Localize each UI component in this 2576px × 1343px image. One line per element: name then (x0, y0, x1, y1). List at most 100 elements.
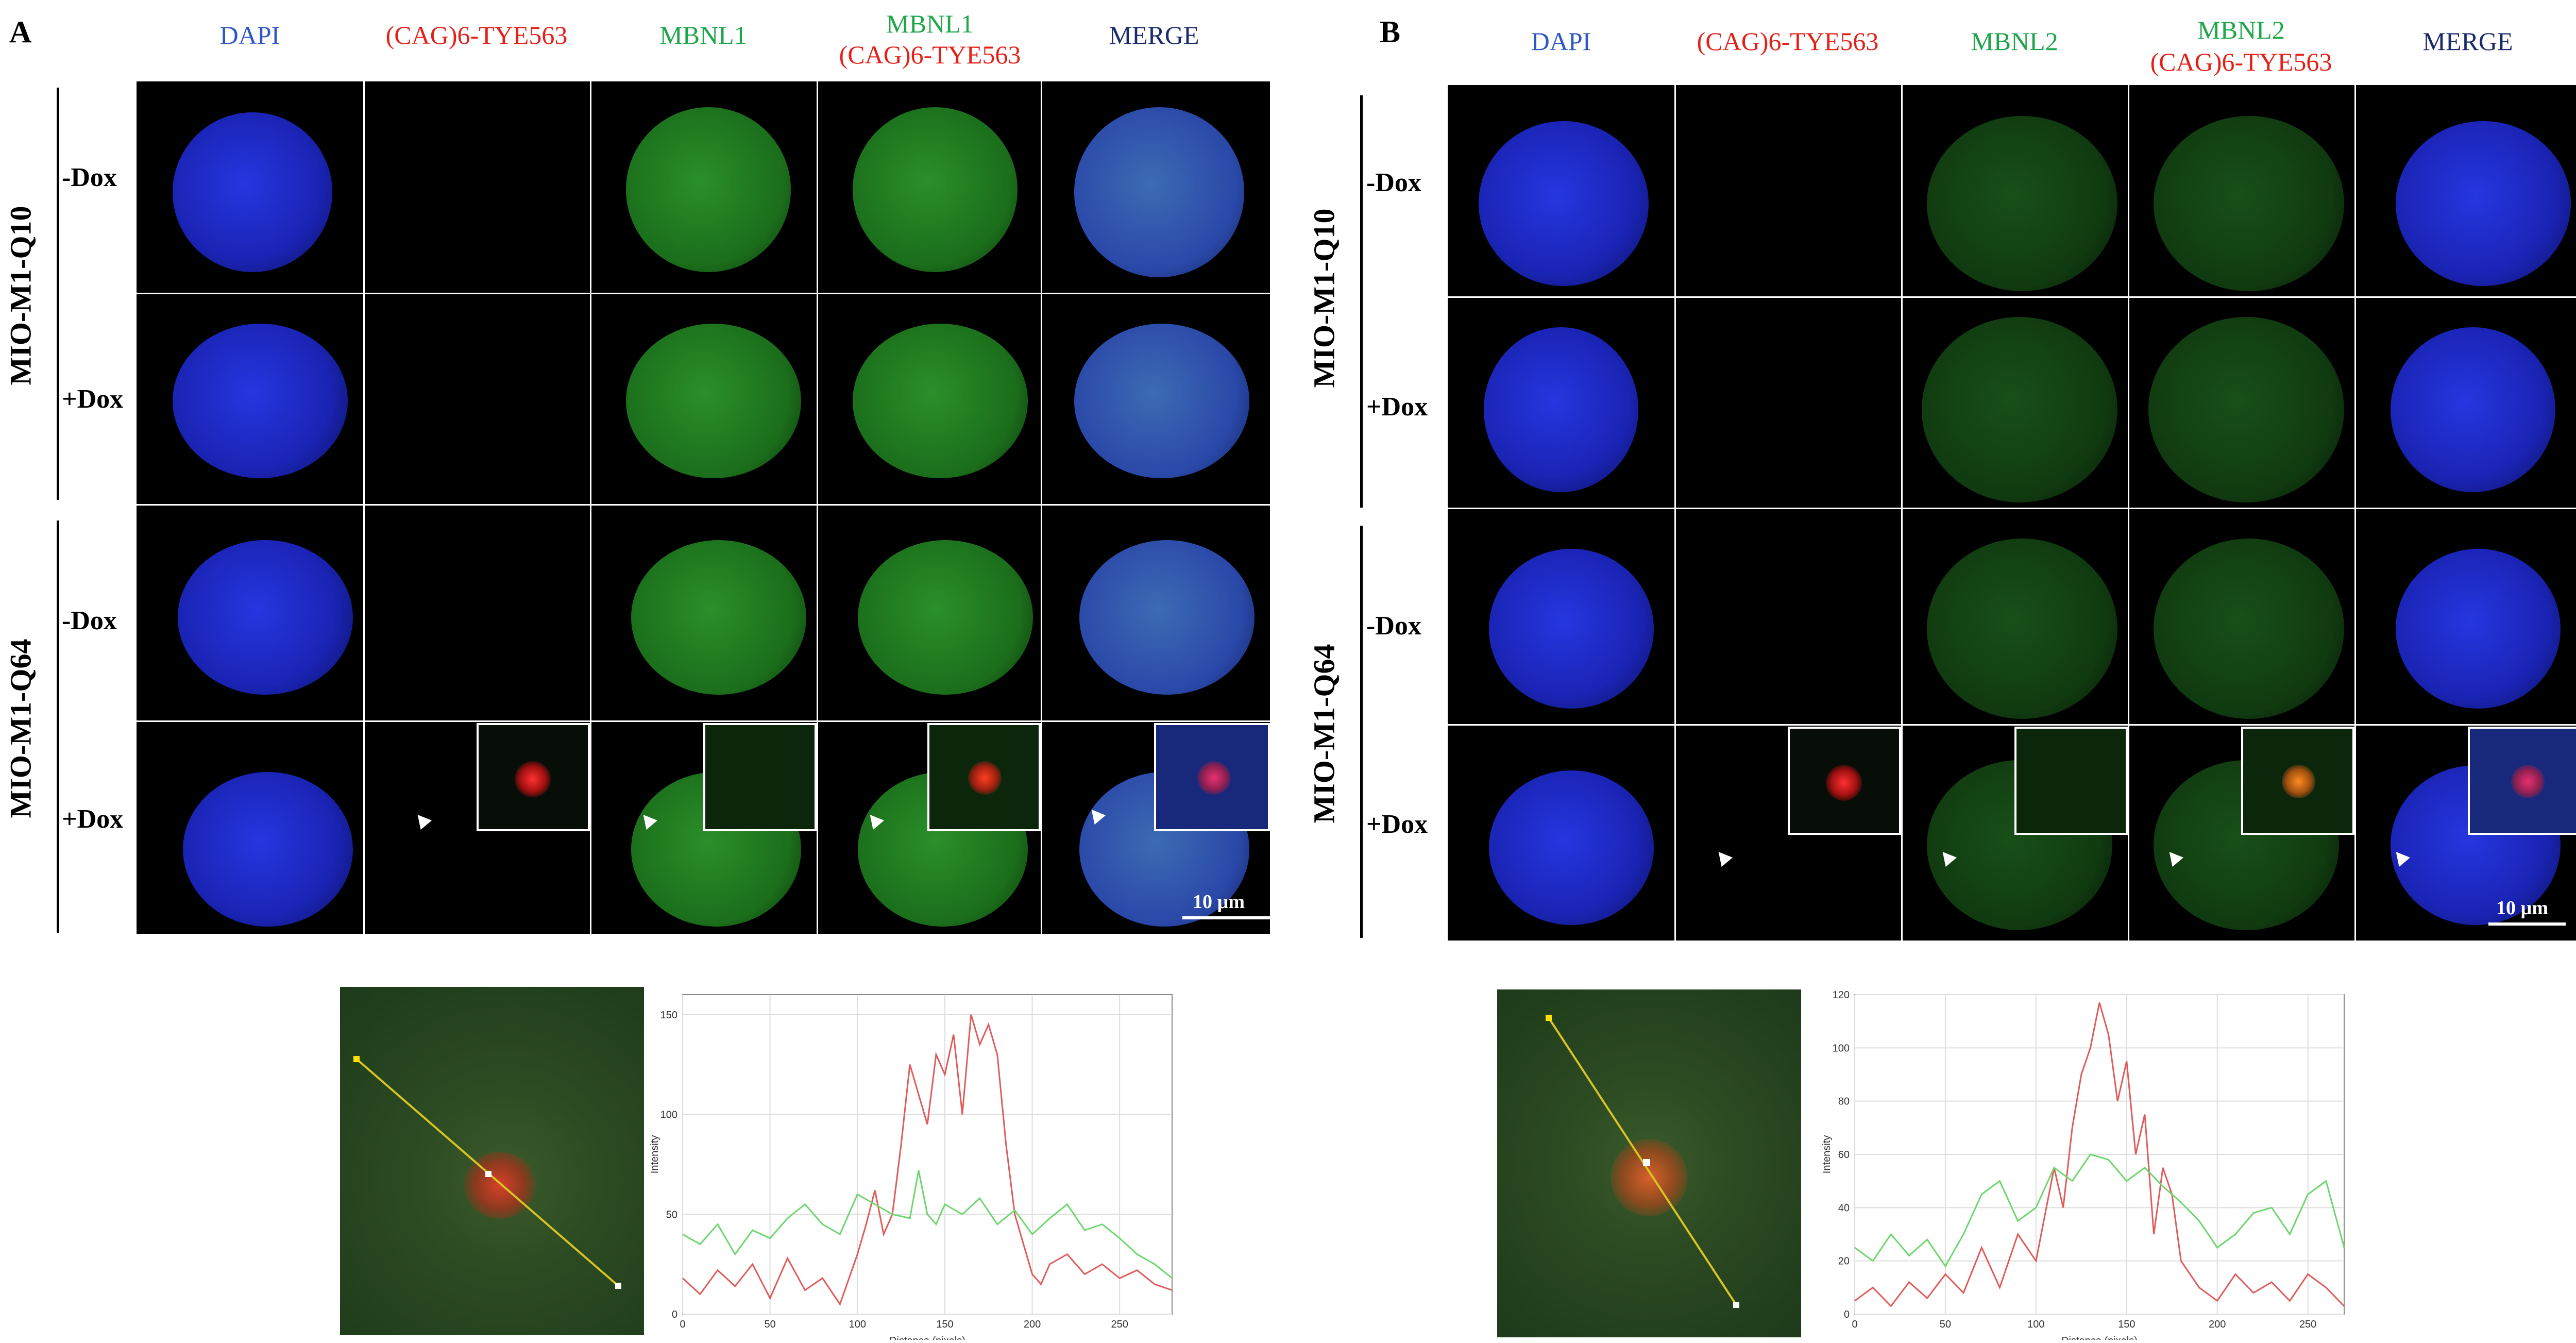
x-tick-label: 200 (2209, 1319, 2226, 1330)
nucleus-b-r1-overlay (2154, 116, 2344, 291)
plot-area (682, 994, 1173, 1315)
header-dapi: DAPI (219, 21, 280, 49)
grid-line (137, 504, 1270, 506)
red-focus (1826, 765, 1862, 801)
x-tick-label: 100 (849, 1319, 866, 1330)
panel-b-image-grid: 10 µm (1448, 85, 2576, 941)
x-tick-label: 50 (765, 1319, 776, 1330)
x-tick-label: 50 (1940, 1319, 1951, 1330)
nucleus-a-r2-overlay (853, 324, 1028, 478)
x-tick-label: 150 (2118, 1319, 2135, 1330)
nucleus-a-r1-merge (1074, 107, 1244, 277)
group-bar-q10-b (1360, 95, 1363, 508)
y-tick-label: 20 (1838, 1256, 1850, 1267)
nucleus-b-r1-dapi (1479, 121, 1649, 286)
x-tick-label: 100 (2027, 1319, 2044, 1330)
nucleus-b-r2-overlay (2148, 317, 2344, 502)
nucleus-a-r1-dapi (173, 112, 332, 272)
group-label-q10-a: MIO-M1-Q10 (4, 206, 38, 385)
scale-bar (2488, 922, 2566, 926)
inset-b-cag (1788, 727, 1901, 835)
cond-b-1: -Dox (1366, 168, 1421, 197)
inset-a-merge (1154, 723, 1270, 831)
red-focus (968, 761, 1002, 795)
grid-line (363, 81, 365, 934)
panel-a-image-grid: 10 µm (137, 81, 1270, 934)
nucleus-a-r1-mbnl1 (626, 107, 791, 272)
group-label-q64-b: MIO-M1-Q64 (1307, 644, 1341, 824)
header-dapi: DAPI (1531, 27, 1591, 56)
line-profile-path (353, 1056, 621, 1289)
cond-b-3: -Dox (1366, 611, 1421, 641)
series-line-1 (682, 1170, 1173, 1279)
nucleus-a-r3-mbnl1 (631, 540, 806, 695)
header-mbnl1: MBNL1 (659, 21, 747, 49)
nucleus-a-r2-dapi (173, 324, 348, 478)
grid-line (137, 293, 1270, 294)
cond-a-3: -Dox (62, 606, 117, 635)
inset-a-mbnl1 (703, 723, 817, 831)
line-profile-path (1546, 1015, 1739, 1308)
group-bar-q64-a (57, 521, 59, 933)
header-mbnl1-overlay: MBNL1 (886, 9, 974, 38)
nucleus-b-r3-dapi (1489, 549, 1654, 709)
y-tick-label: 40 (1838, 1202, 1850, 1214)
red-focus (1611, 1139, 1688, 1216)
y-axis-label: Intensity (649, 1135, 660, 1173)
nucleus-a-r1-overlay (853, 107, 1018, 272)
y-tick-label: 50 (666, 1209, 677, 1220)
nucleus-a-r3-dapi (178, 540, 353, 695)
cond-b-4: +Dox (1366, 810, 1428, 839)
y-tick-label: 100 (660, 1110, 677, 1121)
series-line-1 (1854, 1153, 2345, 1268)
inset-b-merge (2468, 727, 2576, 835)
nucleus-a-r2-merge (1074, 324, 1249, 478)
grid-line (2354, 85, 2356, 941)
header-merge: MERGE (1109, 21, 1199, 49)
nucleus-b-r3-overlay (2154, 539, 2344, 719)
zoom-image-a (340, 987, 644, 1335)
grid-line (1041, 81, 1042, 934)
y-tick-label: 150 (660, 1010, 677, 1021)
nucleus-a-r3-overlay (858, 540, 1033, 695)
y-tick-label: 100 (1833, 1043, 1850, 1054)
panel-a-letter: A (9, 15, 32, 49)
cond-b-2: +Dox (1366, 392, 1428, 422)
x-axis-label: Distance (pixels) (889, 1335, 965, 1340)
header-mbnl2-overlay: MBNL2 (2197, 15, 2285, 44)
nucleus-b-r1-mbnl2 (1927, 116, 2117, 291)
nucleus-b-r2-merge (2391, 327, 2555, 492)
cond-a-2: +Dox (62, 384, 124, 414)
nucleus-a-r2-mbnl1 (626, 324, 801, 478)
nucleus-a-r4-dapi (183, 772, 353, 927)
scale-label: 10 µm (1193, 891, 1245, 913)
header-mbnl2: MBNL2 (1971, 27, 2058, 56)
red-focus (2282, 765, 2315, 798)
panel-b-letter: B (1380, 15, 1401, 49)
y-tick-label: 80 (1838, 1096, 1850, 1107)
x-tick-label: 250 (1111, 1319, 1128, 1330)
nucleus-b-r2-dapi (1484, 327, 1638, 492)
series-line-0 (1854, 1002, 2345, 1307)
nucleus-b-r4-dapi (1489, 770, 1654, 925)
grid-line (137, 720, 1270, 722)
intensity-profile-chart-a: 0 50 100 150 200 250 0 50 100 150 Distance (pixels… (649, 994, 1173, 1340)
group-label-q64-a-text: MIO-M1-Q64 (4, 639, 38, 818)
x-tick-label: 200 (1024, 1319, 1041, 1330)
nucleus-a-r3-merge (1079, 540, 1255, 695)
x-tick-label: 0 (680, 1319, 685, 1330)
arrow-icon (412, 810, 432, 830)
header-cag-overlay: (CAG)6-TYE563 (839, 40, 1021, 69)
red-focus (515, 761, 551, 797)
grid-line (1448, 296, 2576, 298)
x-tick-label: 250 (2299, 1319, 2316, 1330)
nucleus-b-r3-merge (2396, 549, 2561, 709)
header-cag: (CAG)6-TYE563 (385, 21, 568, 49)
y-axis-label: Intensity (1821, 1135, 1833, 1173)
zoom-image-b (1497, 989, 1801, 1337)
inset-b-mbnl2 (2014, 727, 2128, 835)
y-tick-label: 0 (1844, 1309, 1850, 1320)
scale-label: 10 µm (2496, 897, 2549, 919)
x-axis-label: Distance (pixels) (2061, 1335, 2138, 1340)
grid-line (817, 81, 818, 934)
